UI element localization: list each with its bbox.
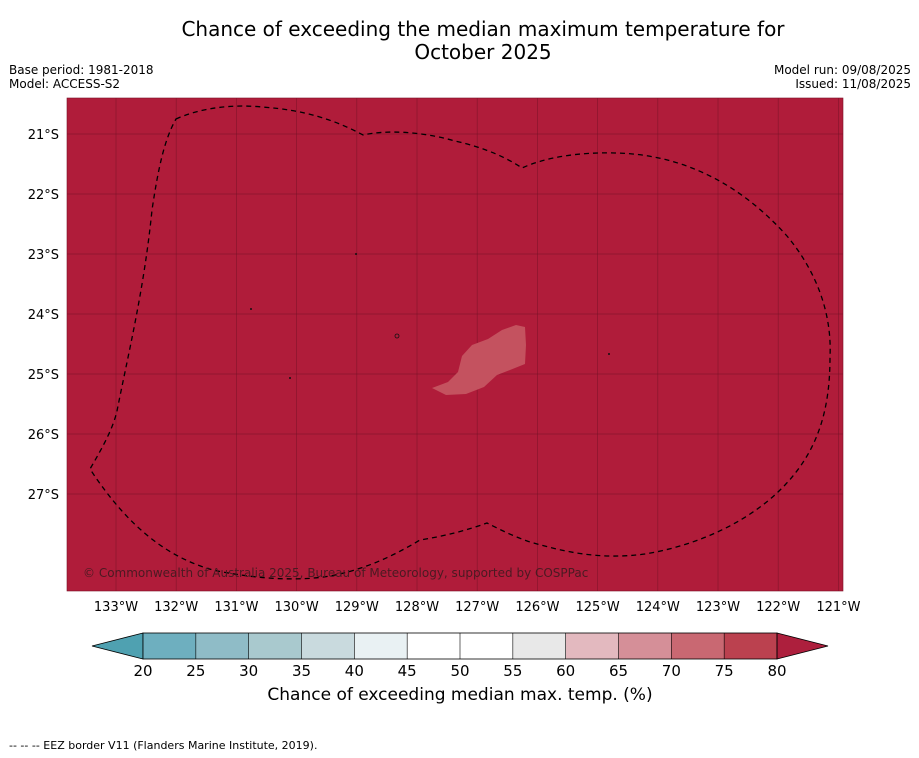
latitude-label: 21°S <box>28 128 59 143</box>
eez-border <box>89 105 831 580</box>
map-fill <box>67 98 843 591</box>
colorbar-segment <box>512 633 566 659</box>
colorbar-tick-label: 75 <box>715 662 734 680</box>
model-name: Model: ACCESS-S2 <box>9 77 121 91</box>
latitude-label: 26°S <box>28 428 59 443</box>
latitude-label: 24°S <box>28 308 59 323</box>
colorbar-tick-label: 30 <box>239 662 258 680</box>
longitude-labels: 133°W 132°W 131°W 130°W 129°W 128°W 127°W 126°W… <box>94 600 861 615</box>
map-frame <box>66 97 844 592</box>
longitude-label: 128°W <box>395 600 439 615</box>
colorbar-segment <box>143 633 196 659</box>
model-info: Base period: 1981-2018 Model: ACCESS-S2 <box>9 63 154 91</box>
longitude-label: 125°W <box>576 600 620 615</box>
island-marker <box>608 353 610 355</box>
colorbar-under-arrow <box>91 632 144 660</box>
colorbar-tick-label: 45 <box>398 662 417 680</box>
island-marker <box>289 377 291 379</box>
colorbar-tick-label: 35 <box>292 662 311 680</box>
colorbar-tick-label: 60 <box>556 662 575 680</box>
issued-date: Issued: 11/08/2025 <box>795 77 911 91</box>
longitude-label: 132°W <box>154 600 198 615</box>
map-title: Chance of exceeding the median maximum t… <box>0 18 919 64</box>
colorbar: 20 25 30 35 40 45 50 55 60 65 70 75 80 <box>91 632 829 680</box>
colorbar-over-arrow <box>776 632 829 660</box>
map-figure: © Commonwealth of Australia 2025, Bureau… <box>28 97 861 680</box>
eez-footnote: -- -- -- EEZ border V11 (Flanders Marine… <box>9 739 318 752</box>
colorbar-tick-label: 50 <box>450 662 469 680</box>
copyright-notice: © Commonwealth of Australia 2025, Bureau… <box>83 566 588 580</box>
colorbar-segment <box>354 633 408 659</box>
colorbar-segment <box>724 633 777 659</box>
base-period: Base period: 1981-2018 <box>9 63 154 77</box>
latitude-label: 22°S <box>28 188 59 203</box>
title-line-1: Chance of exceeding the median maximum t… <box>181 17 785 41</box>
longitude-label: 129°W <box>335 600 379 615</box>
colorbar-tick-label: 55 <box>503 662 522 680</box>
longitude-label: 131°W <box>214 600 258 615</box>
colorbar-tick-label: 65 <box>609 662 628 680</box>
model-run-date: Model run: 09/08/2025 <box>773 63 911 77</box>
latitude-labels: 21°S 22°S 23°S 24°S 25°S 26°S 27°S <box>28 128 59 503</box>
colorbar-segment <box>460 633 513 659</box>
title-line-2: October 2025 <box>414 40 552 64</box>
island-marker <box>394 333 400 339</box>
anomaly-patch <box>432 325 526 395</box>
colorbar-segment <box>301 633 355 659</box>
colorbar-segment <box>565 633 619 659</box>
latitude-label: 25°S <box>28 368 59 383</box>
graticule <box>67 98 843 591</box>
longitude-label: 124°W <box>636 600 680 615</box>
longitude-label: 122°W <box>756 600 800 615</box>
longitude-label: 126°W <box>515 600 559 615</box>
colorbar-segment <box>618 633 672 659</box>
colorbar-segment <box>671 633 725 659</box>
longitude-label: 133°W <box>94 600 138 615</box>
colorbar-tick-label: 40 <box>345 662 364 680</box>
colorbar-tick-label: 70 <box>662 662 681 680</box>
longitude-label: 127°W <box>455 600 499 615</box>
longitude-label: 121°W <box>816 600 860 615</box>
colorbar-segment <box>248 633 302 659</box>
longitude-label: 130°W <box>275 600 319 615</box>
colorbar-label: Chance of exceeding median max. temp. (%… <box>267 685 653 705</box>
colorbar-segment <box>407 633 460 659</box>
latitude-label: 23°S <box>28 248 59 263</box>
run-info: Model run: 09/08/2025 Issued: 11/08/2025 <box>774 63 911 91</box>
colorbar-tick-label: 80 <box>767 662 786 680</box>
colorbar-tick-label: 25 <box>186 662 205 680</box>
small-islands <box>250 253 610 379</box>
latitude-label: 27°S <box>28 488 59 503</box>
island-marker <box>250 308 252 310</box>
longitude-label: 123°W <box>696 600 740 615</box>
island-marker <box>355 253 357 255</box>
colorbar-tick-label: 20 <box>133 662 152 680</box>
colorbar-segment <box>195 633 249 659</box>
